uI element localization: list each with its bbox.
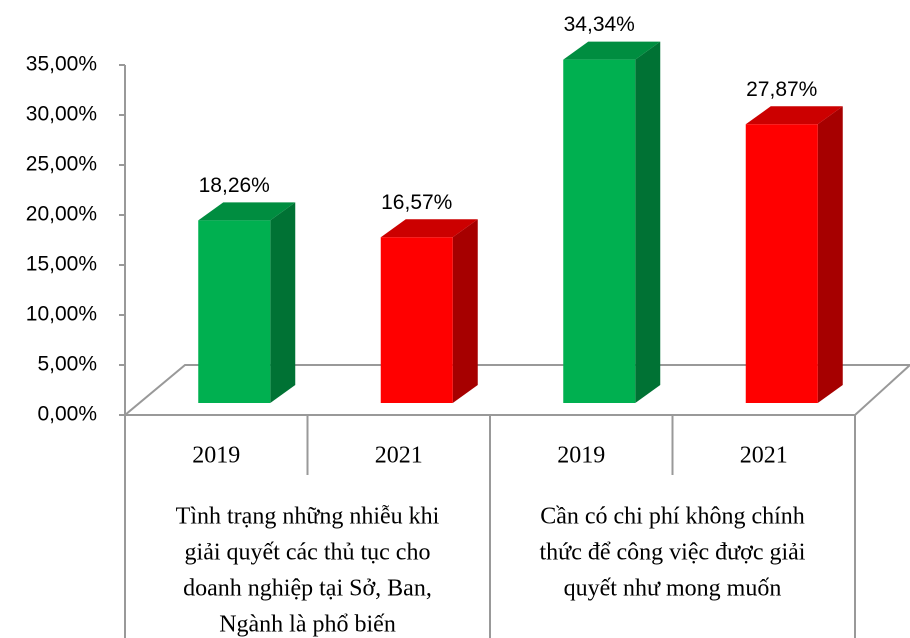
- group-label: quyết như mong muốn: [564, 576, 782, 602]
- bar: [745, 106, 843, 404]
- group-label: giải quyết các thủ tục cho: [185, 540, 431, 566]
- group-label: thức để công việc được giải: [540, 540, 806, 566]
- bar: [198, 202, 296, 403]
- y-tick-label: 20,00%: [26, 203, 97, 226]
- y-tick-label: 15,00%: [26, 253, 97, 276]
- bar-front: [380, 237, 453, 403]
- y-tick-label: 25,00%: [26, 153, 97, 176]
- bar-front: [198, 220, 271, 403]
- value-label: 27,87%: [746, 78, 817, 101]
- y-tick-label: 30,00%: [26, 103, 97, 126]
- bar: [380, 219, 478, 403]
- value-label: 16,57%: [381, 191, 452, 214]
- bar-front: [563, 59, 636, 403]
- bar-side: [635, 41, 661, 403]
- bar-side: [817, 106, 843, 404]
- group-label: Cần có chi phí không chính: [540, 504, 805, 530]
- y-tick-label: 5,00%: [37, 353, 97, 376]
- bar-side: [452, 219, 478, 403]
- group-label: doanh nghiệp tại Sở, Ban,: [183, 576, 432, 602]
- y-tick-label: 10,00%: [26, 303, 97, 326]
- bar-top: [198, 202, 296, 221]
- y-tick-label: 35,00%: [26, 53, 97, 76]
- value-label: 18,26%: [199, 174, 270, 197]
- bar-top: [745, 106, 843, 125]
- bar-front: [745, 124, 818, 404]
- bar-top: [563, 41, 661, 60]
- x-tick-label: 2021: [740, 443, 788, 469]
- floor: [122, 364, 910, 416]
- x-tick-label: 2021: [375, 443, 423, 469]
- x-tick-label: 2019: [192, 443, 240, 469]
- y-tick-label: 0,00%: [37, 403, 97, 426]
- bar-top: [380, 219, 478, 238]
- value-label: 34,34%: [564, 13, 635, 36]
- group-label: Tình trạng những nhiễu khi: [176, 504, 440, 530]
- x-tick-label: 2019: [557, 443, 605, 469]
- group-label: Ngành là phổ biến: [219, 612, 396, 638]
- bar-side: [270, 202, 296, 403]
- bar: [563, 41, 661, 403]
